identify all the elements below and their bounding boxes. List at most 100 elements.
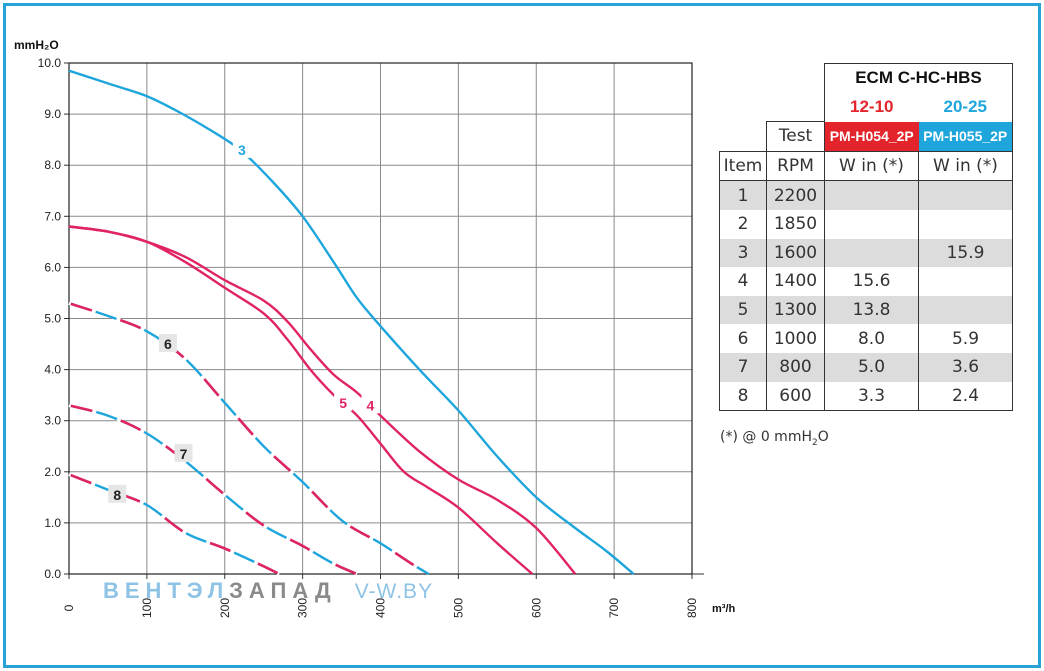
cell-w2: 3.6 [918,352,1013,382]
series-6-dash [68,301,430,576]
x-tick-label: 100 [140,598,154,618]
watermark-part2: ЗАПАД [229,578,337,603]
cell-rpm: 600 [766,381,825,412]
table-row: 4 1400 15.6 [719,267,1013,296]
cell-item: 7 [719,352,767,382]
series-7-gap [68,403,358,576]
x-tick-label: 800 [685,598,699,618]
cell-rpm: 1000 [766,324,825,353]
cell-w2: 15.9 [918,238,1013,268]
cell-w2 [918,180,1013,210]
cell-w2 [918,209,1013,239]
cell-item: 4 [719,267,767,296]
series-8-label-bg [108,484,127,503]
y-tick-label: 10.0 [38,56,62,70]
y-tick-label: 9.0 [44,107,61,121]
watermark-part3: V-W.BY [354,580,434,603]
x-tick-label: 500 [451,598,465,618]
y-tick-label: 6.0 [44,260,61,274]
y-tick-label: 2.0 [44,465,61,479]
series-3-line [68,69,635,575]
table-row: 5 1300 13.8 [719,295,1013,325]
series-8-gap [68,472,281,576]
cell-w2: 5.9 [918,324,1013,353]
x-tick-label: 200 [218,598,232,618]
fan-data-table: ECM C-HC-HBS 12-10 20-25 Test PM-H054_2P… [719,62,1013,412]
cell-w1 [824,209,919,239]
outer-frame [3,3,1041,668]
table-row: 8 600 3.3 2.4 [719,381,1013,412]
col-blue-header: 20-25 [918,92,1013,122]
table-row: 6 1000 8.0 5.9 [719,324,1013,353]
cell-item: 1 [719,180,767,210]
cell-item: 2 [719,209,767,239]
series-5-label: 5 [339,395,347,411]
head-rpm: RPM [766,150,825,182]
y-tick-label: 1.0 [44,516,61,530]
x-tick-label: 700 [607,598,621,618]
cell-w1: 3.3 [824,381,919,412]
series-6-label: 6 [164,336,172,352]
series-8-label: 8 [113,487,121,503]
series-labels: 3 4 5 6 7 8 [108,139,380,503]
model-blue: PM-H055_2P [918,121,1013,152]
series-6-label-bg [158,334,177,353]
y-tick-label: 5.0 [44,312,61,326]
y-tick-label: 8.0 [44,158,61,172]
plot-border [68,62,693,575]
x-tick-label: 400 [374,598,388,618]
col-red-header: 12-10 [824,92,919,122]
head-item: Item [719,150,767,182]
y-tick-label: 0.0 [44,567,61,581]
table-body: 1 2200 2 1850 3 1600 15.9 4 1400 15.6 5 1300 13.8 6 10… [719,180,1013,412]
cell-item: 3 [719,238,767,268]
series-5-line [68,225,534,575]
cell-rpm: 800 [766,352,825,382]
cell-w1 [824,238,919,268]
series-7-label: 7 [180,446,188,462]
y-tick-label: 7.0 [44,209,61,223]
x-axis-label: m³/h [712,603,736,615]
cell-w1: 13.8 [824,295,919,325]
head-w2: W in (*) [918,150,1013,182]
axes: 0 100 200 300 400 500 600 700 800 0.0 1.0 2.0 3.0 4.0… [38,56,704,618]
cell-item: 8 [719,381,767,412]
cell-rpm: 2200 [766,180,825,210]
cell-w2: 2.4 [918,381,1013,412]
x-tick-label: 0 [62,604,76,611]
series-7-label-bg [174,443,193,462]
y-tick-label: 3.0 [44,414,61,428]
cell-w1 [824,180,919,210]
cell-w1: 8.0 [824,324,919,353]
cell-rpm: 1600 [766,238,825,268]
y-axis-label: mmH₂O [14,38,59,52]
series-8-dash [68,473,280,576]
cell-rpm: 1400 [766,267,825,296]
cell-rpm: 1300 [766,295,825,325]
watermark-part1: ВЕНТЭЛ [103,578,230,603]
table-row: 7 800 5.0 3.6 [719,352,1013,382]
table-row: 1 2200 [719,180,1013,210]
series-4-line [68,225,577,575]
series-3-label-bg [232,139,251,158]
cell-w1: 15.6 [824,267,919,296]
test-label: Test [766,121,825,152]
cell-w2 [918,267,1013,296]
head-w1: W in (*) [824,150,919,182]
series-4-label-bg [361,395,380,414]
series-3-label: 3 [238,142,246,158]
table-row: 2 1850 [719,209,1013,239]
table-title: ECM C-HC-HBS [824,62,1013,93]
series-4-label: 4 [366,397,374,413]
cell-item: 6 [719,324,767,353]
grid [68,62,693,575]
x-tick-label: 300 [296,598,310,618]
cell-rpm: 1850 [766,209,825,239]
cell-item: 5 [719,295,767,325]
x-tick-label: 600 [529,598,543,618]
series-group [68,69,635,576]
y-tick-label: 4.0 [44,363,61,377]
cell-w2 [918,295,1013,325]
watermark: ВЕНТЭЛЗАПАД V-W.BY [103,578,433,604]
